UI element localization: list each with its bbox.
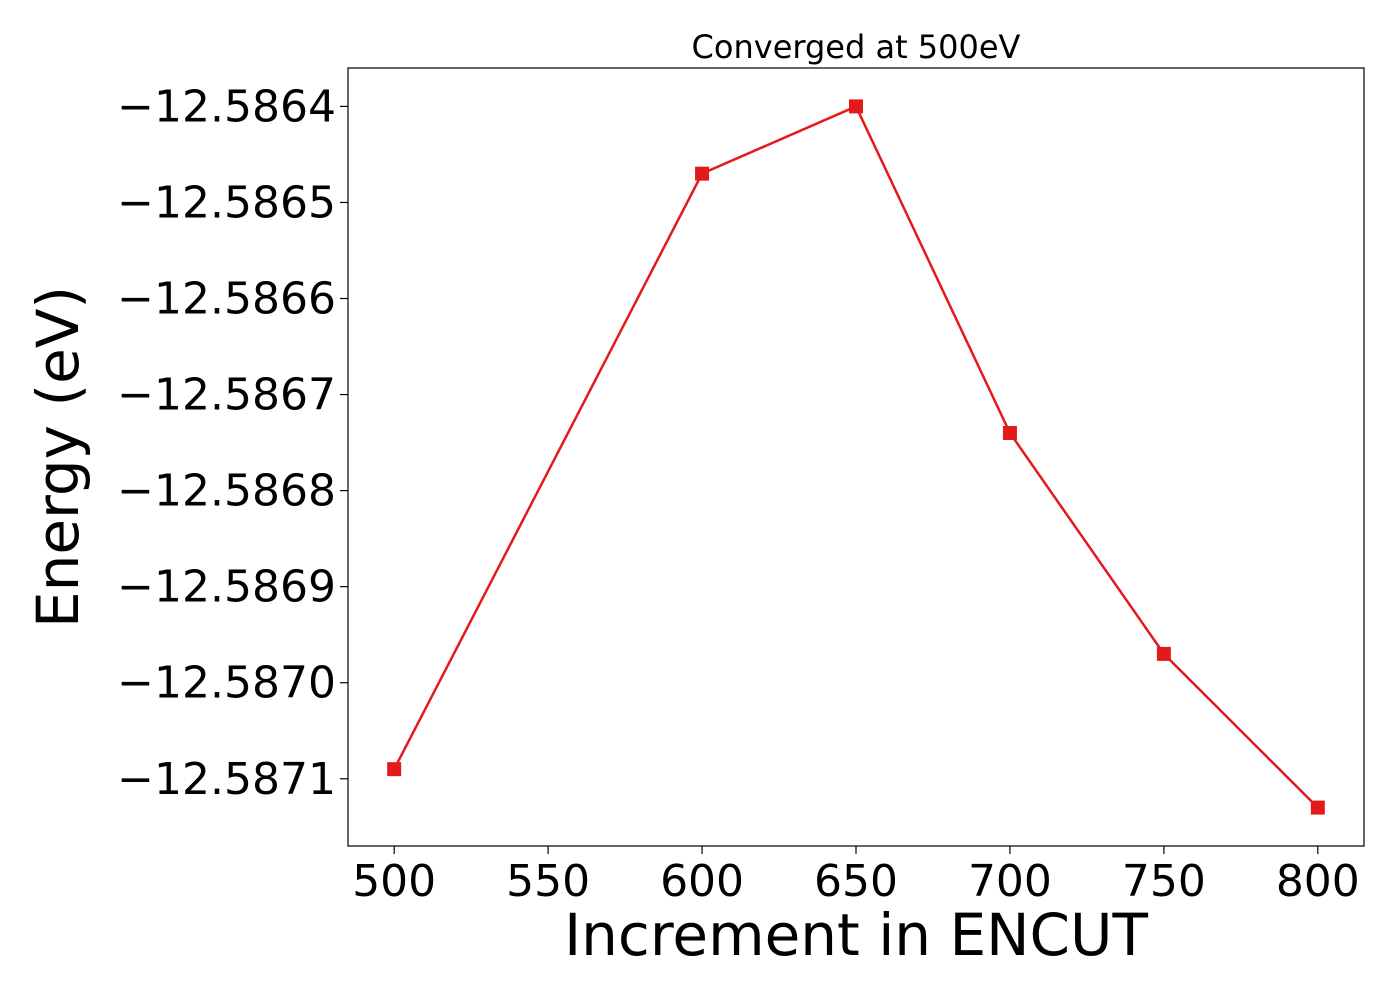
x-tick-label: 550 <box>506 856 590 907</box>
y-axis-label: Energy (eV) <box>24 286 92 628</box>
data-point-marker <box>849 99 863 114</box>
data-point-marker <box>1156 646 1171 661</box>
y-tick-label: −12.5870 <box>117 658 336 709</box>
y-tick-label: −12.5868 <box>117 466 336 517</box>
data-point-marker <box>1002 425 1017 440</box>
x-tick-label: 650 <box>814 856 898 907</box>
y-tick-label: −12.5869 <box>117 562 336 613</box>
y-tick-label: −12.5865 <box>117 177 336 228</box>
plot-marks <box>387 99 1325 815</box>
x-tick-label: 600 <box>660 856 744 907</box>
chart-title: Converged at 500eV <box>692 28 1021 66</box>
data-point-marker <box>1310 800 1325 815</box>
axis-ticks: 500 550 600 650 700 750 800 −12.5864 −12.5865 −12… <box>117 81 1360 907</box>
y-tick-label: −12.5864 <box>117 81 336 132</box>
y-tick-label: −12.5871 <box>117 754 336 805</box>
x-tick-label: 700 <box>968 856 1052 907</box>
x-tick-label: 750 <box>1122 856 1206 907</box>
x-tick-label: 800 <box>1276 856 1360 907</box>
x-tick-label: 500 <box>352 856 436 907</box>
data-point-marker <box>387 762 402 777</box>
y-tick-label: −12.5867 <box>117 370 336 421</box>
x-axis-label: Increment in ENCUT <box>564 901 1148 969</box>
y-tick-label: −12.5866 <box>117 274 336 325</box>
data-point-marker <box>695 166 710 181</box>
series-line <box>393 104 1319 809</box>
